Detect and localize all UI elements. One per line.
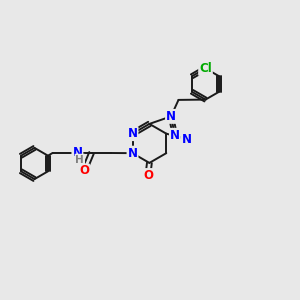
Text: N: N xyxy=(72,146,82,160)
Text: N: N xyxy=(166,110,176,123)
Text: N: N xyxy=(128,127,137,140)
Text: N: N xyxy=(182,133,192,146)
Text: N: N xyxy=(170,129,180,142)
Text: H: H xyxy=(75,154,84,165)
Text: O: O xyxy=(143,169,153,182)
Text: Cl: Cl xyxy=(199,62,212,75)
Text: O: O xyxy=(79,164,89,178)
Text: N: N xyxy=(128,147,137,160)
